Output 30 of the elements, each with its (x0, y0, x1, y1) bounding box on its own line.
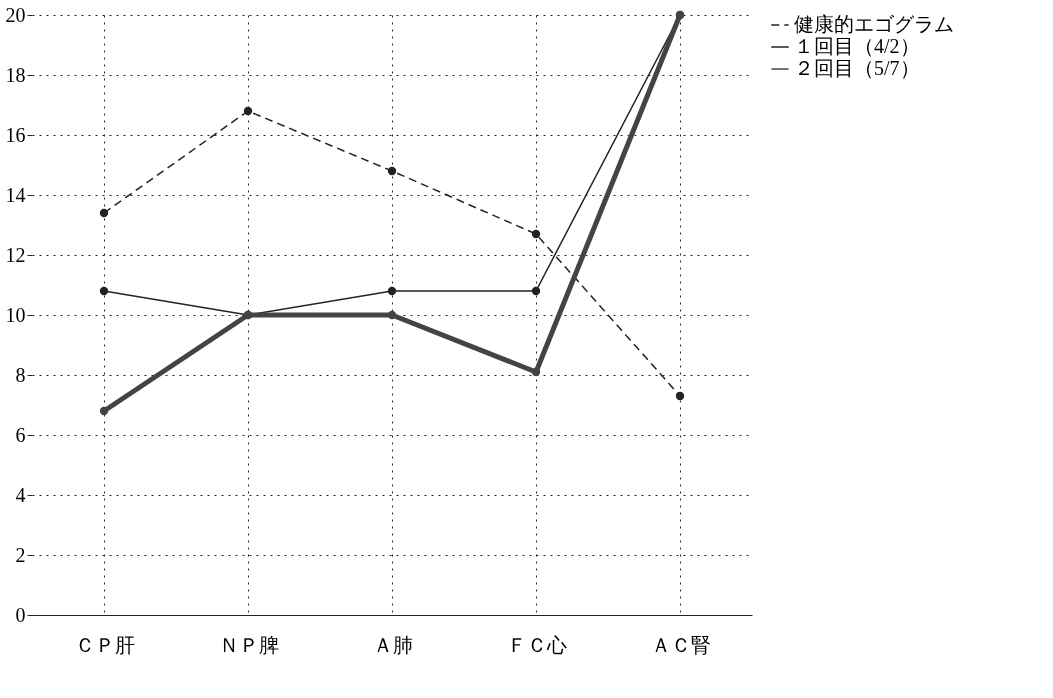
y-tick-label: 14 (5, 183, 26, 206)
y-tick-label: 2 (15, 543, 26, 566)
x-tick-label: ＦＣ心 (506, 633, 567, 656)
y-tick-label: 6 (15, 423, 26, 446)
x-tick-label: ＮＰ脾 (218, 633, 279, 656)
legend-label: １回目（4/2） (794, 35, 920, 57)
y-tick-label: 0 (15, 603, 26, 626)
y-tick-label: 12 (5, 243, 26, 266)
point (387, 166, 397, 176)
y-tick-label: 20 (5, 3, 26, 26)
x-tick-label: Ａ肺 (372, 633, 413, 656)
point (99, 406, 109, 416)
legend-label: 健康的エゴグラム (794, 13, 954, 35)
point (387, 286, 397, 296)
y-tick-label: 4 (15, 483, 26, 506)
legend-label: ２回目（5/7） (794, 57, 920, 79)
point (99, 286, 109, 296)
point (531, 286, 541, 296)
y-tick-label: 18 (5, 63, 26, 86)
point (243, 106, 253, 116)
y-tick-label: 8 (15, 363, 26, 386)
x-tick-label: ＣＰ肝 (74, 633, 135, 656)
point (531, 367, 541, 377)
point (531, 229, 541, 239)
point (99, 208, 109, 218)
y-tick-label: 16 (5, 123, 26, 146)
x-tick-label: ＡＣ腎 (650, 633, 711, 656)
point (675, 391, 685, 401)
y-tick-label: 10 (5, 303, 26, 326)
point (387, 310, 397, 320)
